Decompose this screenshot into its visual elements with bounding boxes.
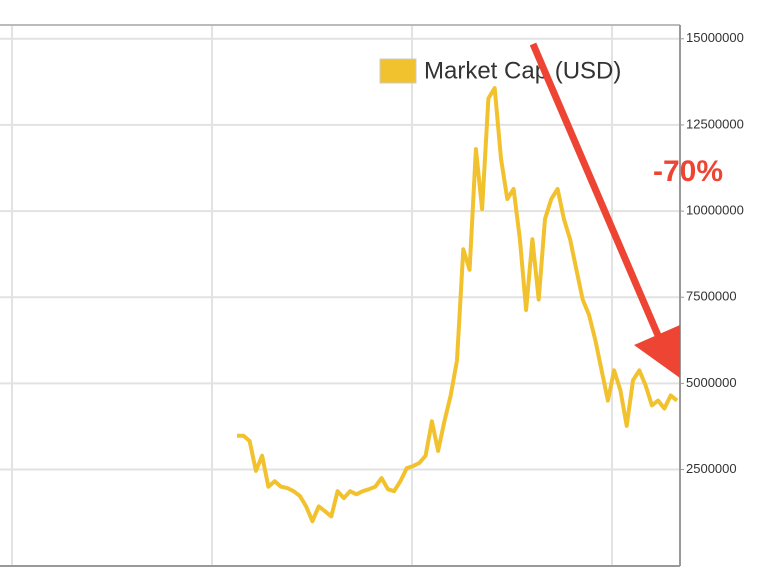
y-tick-label: 12500000 — [686, 116, 744, 131]
plot — [237, 86, 679, 524]
vertical-grid — [11, 25, 613, 565]
y-tick-label: 5000000 — [686, 375, 737, 390]
y-tick-label: 10000000 — [686, 203, 744, 218]
y-tick-label: 2500000 — [686, 461, 737, 476]
y-tick-label: 7500000 — [686, 289, 737, 304]
annotation: -70% — [653, 155, 723, 188]
legend: Market Cap (USD) — [379, 57, 621, 84]
grid — [0, 37, 680, 471]
data-line — [237, 86, 679, 524]
arrow-head — [634, 325, 680, 378]
legend-label: Market Cap (USD) — [424, 57, 621, 84]
arrow-shaft — [529, 42, 664, 342]
y-tick-label: 15000000 — [686, 30, 744, 45]
legend-swatch — [379, 58, 417, 84]
arrow — [529, 42, 680, 378]
